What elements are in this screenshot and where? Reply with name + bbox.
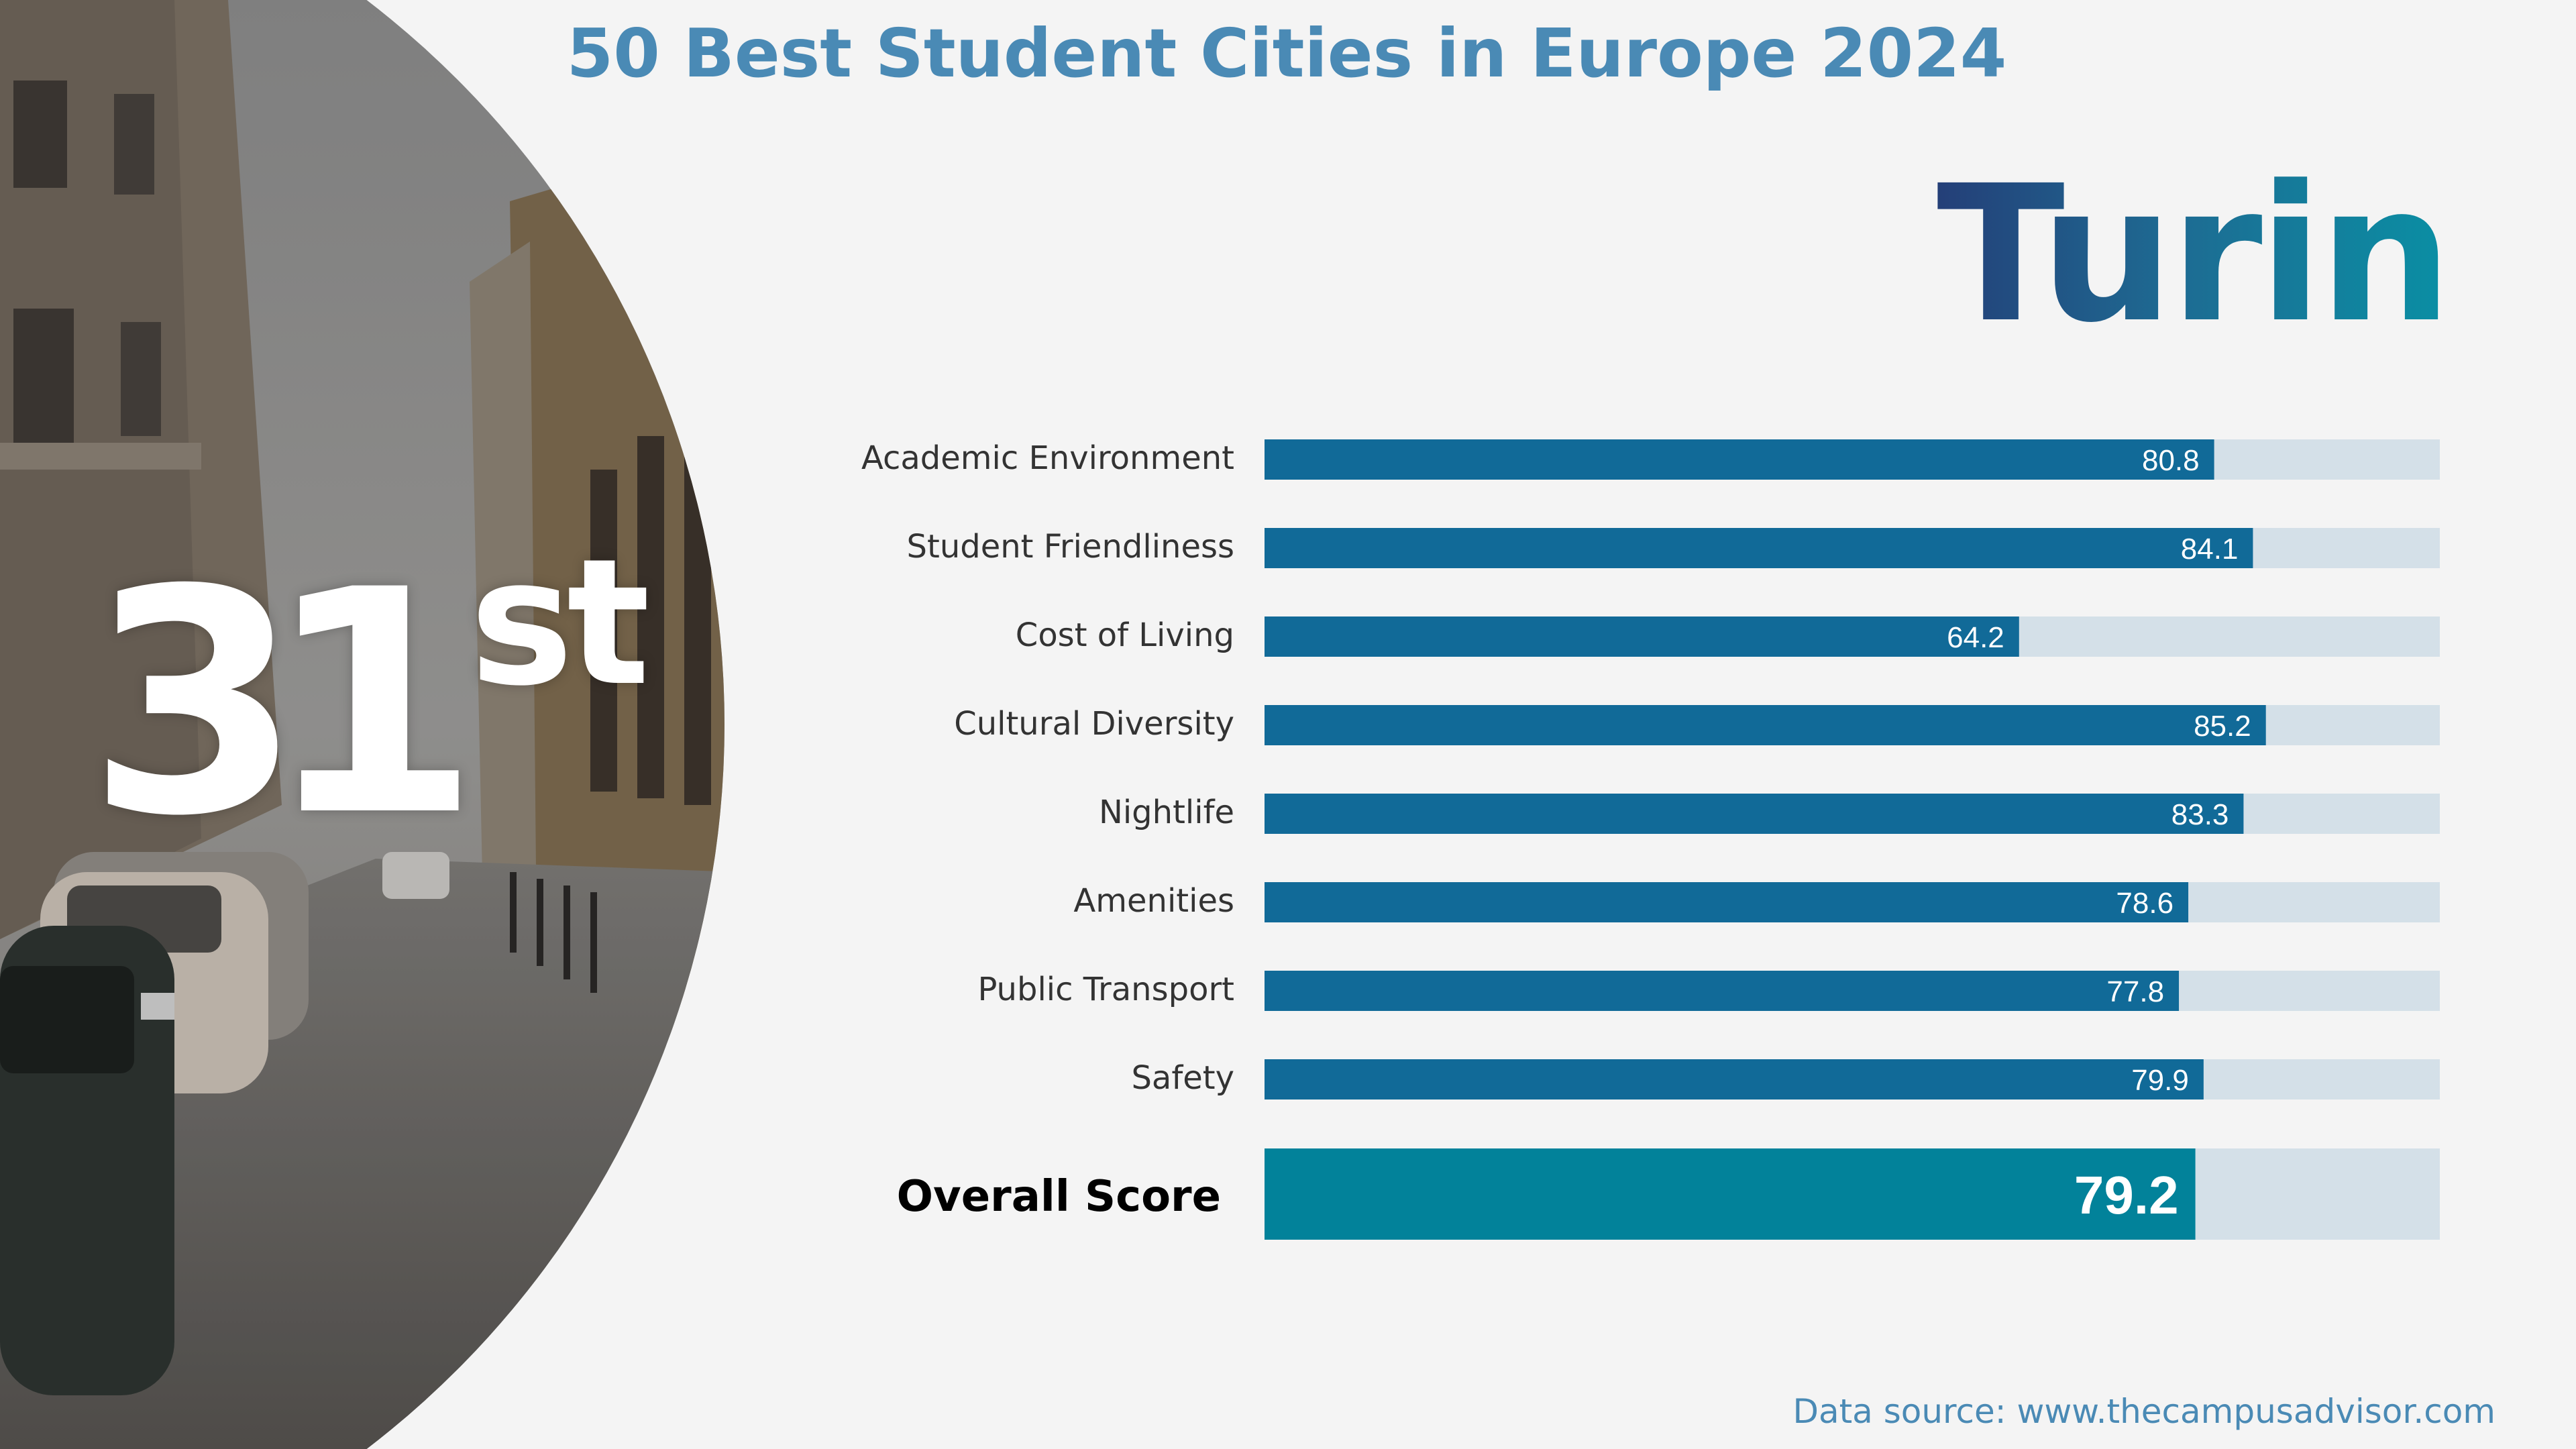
bar xyxy=(1265,971,2180,1011)
data-label: 80.8 xyxy=(2142,444,2200,477)
bar xyxy=(1265,794,2244,834)
overall-bar xyxy=(1265,1148,2196,1240)
overall-label: Overall Score xyxy=(897,1172,1221,1222)
category-label: Student Friendliness xyxy=(907,528,1234,566)
category-label: Academic Environment xyxy=(861,439,1234,477)
data-label: 79.9 xyxy=(2131,1064,2189,1097)
data-label: 77.8 xyxy=(2106,975,2164,1008)
data-source: Data source: www.thecampusadvisor.com xyxy=(1792,1392,2496,1431)
city-name: Turin xyxy=(1937,146,2453,364)
category-label: Public Transport xyxy=(977,971,1234,1008)
category-label: Cultural Diversity xyxy=(954,705,1234,743)
bar xyxy=(1265,882,2189,922)
data-label: 78.6 xyxy=(2116,887,2174,920)
rank-number: 31 xyxy=(87,525,480,883)
data-label: 83.3 xyxy=(2171,798,2229,831)
category-label: Amenities xyxy=(1073,882,1234,920)
bar xyxy=(1265,439,2214,480)
data-label: 85.2 xyxy=(2194,710,2251,743)
rank-suffix: st xyxy=(470,522,650,724)
overall-value: 79.2 xyxy=(2074,1165,2179,1225)
bar xyxy=(1265,528,2253,568)
category-label: Nightlife xyxy=(1099,794,1234,831)
data-label: 84.1 xyxy=(2181,533,2239,566)
bar xyxy=(1265,705,2266,745)
chart-title: 50 Best Student Cities in Europe 2024 xyxy=(566,14,2007,93)
bar xyxy=(1265,616,2019,657)
category-label: Cost of Living xyxy=(1016,616,1234,654)
data-label: 64.2 xyxy=(1947,621,2004,654)
category-label: Safety xyxy=(1131,1059,1234,1097)
street-photo xyxy=(0,0,724,1449)
bar xyxy=(1265,1059,2204,1099)
